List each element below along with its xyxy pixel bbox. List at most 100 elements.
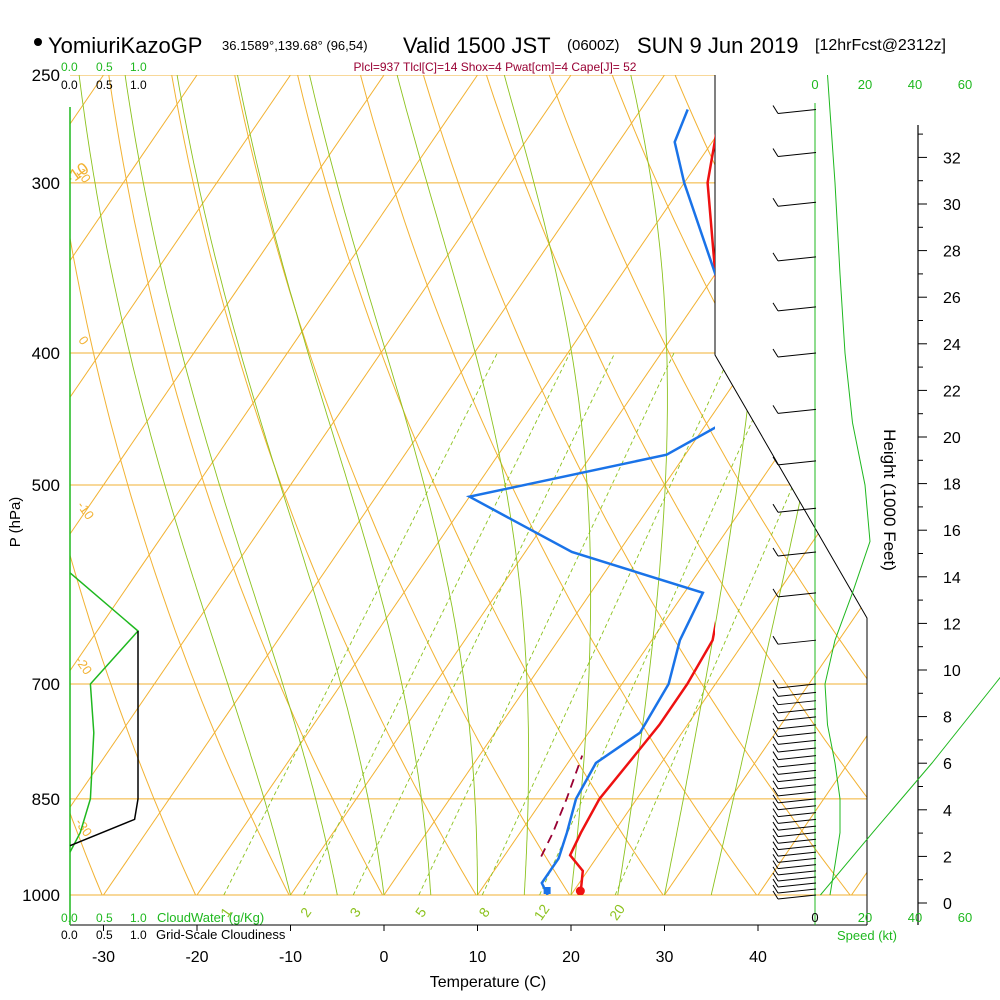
cloudiness-tick: 0.0	[61, 928, 78, 942]
wind-barb-icon	[772, 780, 817, 790]
wind-barb-flag	[772, 766, 779, 775]
pressure-tick-label: 1000	[22, 886, 60, 905]
wind-barb-icon	[772, 758, 817, 768]
isotherm-label: -10	[74, 498, 97, 522]
height-tick-label: 20	[943, 430, 961, 447]
wind-barb-flag	[772, 794, 779, 804]
wind-barb-staff	[777, 747, 817, 753]
wind-barb-icon	[772, 743, 817, 753]
wind-barb-staff	[777, 152, 817, 158]
isotherm-line	[70, 75, 198, 896]
wind-barb-staff	[777, 838, 817, 844]
wind-barb-icon	[772, 890, 817, 900]
wind-barb-staff	[777, 507, 817, 513]
wind-barb-icon	[772, 794, 817, 804]
dry-adiabat	[485, 75, 867, 896]
dry-adiabat	[800, 75, 867, 896]
wind-barb-staff	[777, 864, 817, 870]
pressure-tick-label: 500	[32, 476, 60, 495]
dry-adiabat	[297, 75, 664, 896]
wind-barb-icon	[772, 679, 817, 689]
y-axis-title: P (hPa)	[7, 497, 24, 548]
wind-barb-flag	[772, 815, 779, 824]
isotherm-line	[477, 75, 867, 896]
wind-barb-flag	[772, 736, 779, 745]
moist-adiabat	[617, 75, 668, 896]
isotherm-line	[103, 75, 665, 896]
wind-barb-flag	[772, 148, 779, 157]
wind-barb-icon	[772, 736, 817, 745]
pressure-tick-label: 700	[32, 675, 60, 694]
cloud-water-tick: 1.0	[130, 60, 147, 74]
wind-barb-icon	[772, 808, 817, 818]
wind-barb-flag	[772, 773, 779, 782]
wind-barb-flag	[772, 801, 779, 811]
wind-barb-icon	[772, 348, 817, 358]
wind-barb-flag	[772, 808, 779, 817]
wind-barb-staff	[777, 739, 817, 745]
wind-barb-staff	[777, 306, 817, 312]
wind-barb-flag	[772, 503, 779, 513]
speed-tick-top: 60	[958, 77, 972, 92]
cloud-water-label: CloudWater (g/Kg)	[157, 910, 264, 925]
height-profile-line	[820, 676, 1000, 896]
wind-barb-staff	[777, 791, 817, 797]
wind-barb-staff	[777, 825, 817, 831]
cloud-water-tick: 0.0	[61, 911, 78, 925]
wind-barb-staff	[777, 691, 817, 697]
wind-barb-staff	[777, 683, 817, 689]
moist-adiabat	[503, 75, 592, 896]
moist-adiabat	[309, 75, 478, 895]
dewpoint-line	[465, 109, 715, 895]
wind-barb-flag	[772, 878, 779, 888]
wind-barb-flag	[772, 758, 779, 768]
cloudiness-tick: 1.0	[130, 928, 147, 942]
wind-barb-icon	[772, 847, 817, 857]
height-tick-label: 12	[943, 616, 961, 633]
wind-barb-flag	[772, 405, 779, 414]
wind-barb-staff	[777, 832, 817, 838]
wind-barb-staff	[777, 805, 817, 811]
wind-barb-staff	[777, 708, 817, 714]
cloudiness-tick: 0.5	[96, 928, 113, 942]
dry-adiabat-label: 0	[723, 227, 742, 248]
isotherm-line	[196, 75, 759, 896]
wind-barb-icon	[772, 866, 817, 876]
wind-barb-flag	[772, 252, 779, 262]
dry-adiabat	[70, 75, 197, 896]
dry-adiabat-label: 30	[839, 537, 865, 563]
moist-adiabat	[237, 75, 432, 896]
cloud-water-tick: 0.0	[61, 60, 78, 74]
side-panels: 0246810121416182022242628303200202040406…	[61, 60, 1000, 942]
wind-barb-flag	[772, 105, 779, 114]
wind-barb-flag	[772, 197, 779, 207]
wind-barb-flag	[772, 828, 779, 837]
mixing-ratio-line	[352, 352, 616, 896]
speed-tick-top: 20	[858, 77, 872, 92]
isotherm-label: 10	[73, 165, 94, 185]
wind-barb-flag	[772, 456, 779, 466]
indices-label: Plcl=937 Tlcl[C]=14 Shox=4 Pwat[cm]=4 Ca…	[354, 60, 637, 74]
height-tick-label: 14	[943, 570, 961, 587]
isotherm-line	[70, 75, 572, 896]
wind-barb-flag	[772, 704, 779, 714]
height-tick-label: 2	[943, 849, 952, 866]
wind-barb-staff	[777, 857, 817, 863]
dry-adiabat	[927, 75, 1000, 895]
isotherm-line	[664, 75, 867, 896]
wind-barb-icon	[772, 148, 817, 158]
profiles	[465, 109, 715, 895]
cloud-water-tick: 0.5	[96, 60, 113, 74]
wind-barb-flag	[772, 348, 779, 358]
wind-barb-flag	[772, 679, 779, 689]
wind-barb-flag	[772, 588, 779, 598]
height-tick-label: 26	[943, 290, 961, 307]
wind-barb-staff	[777, 408, 817, 414]
x-axis-title: Temperature (C)	[430, 974, 546, 991]
mixing-ratio-label: 2	[297, 904, 315, 920]
wind-barb-icon	[772, 834, 817, 844]
wind-barb-flag	[772, 635, 779, 645]
wind-barb-staff	[777, 755, 817, 761]
moist-adiabat	[176, 75, 385, 896]
pressure-tick-label: 250	[32, 66, 60, 85]
